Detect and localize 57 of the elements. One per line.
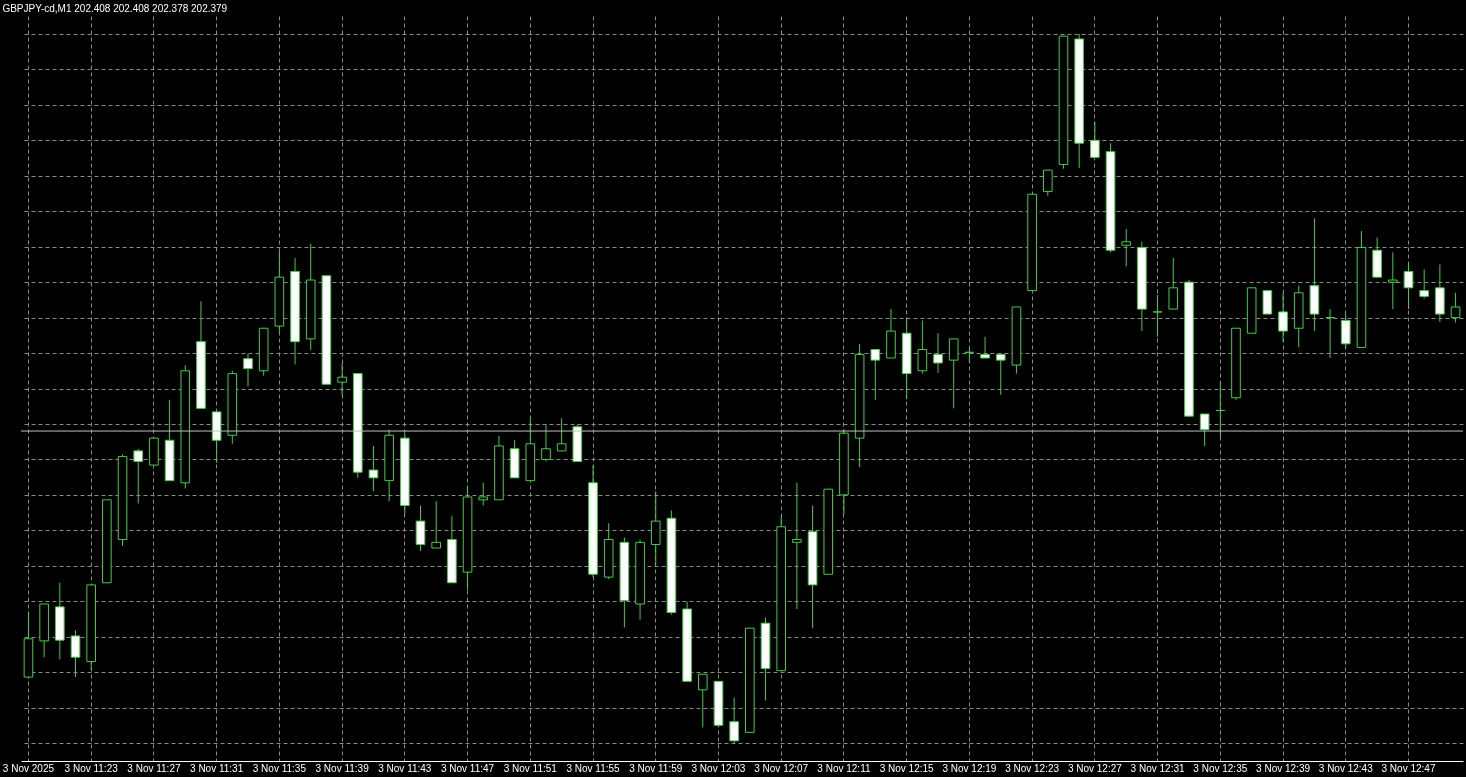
candlestick [650, 490, 661, 566]
candlestick [917, 319, 928, 375]
x-tick-label: 3 Nov 12:23 [1005, 762, 1060, 774]
x-tick-label: 3 Nov 11:27 [127, 762, 181, 774]
x-tick-label: 3 Nov 12:31 [1130, 762, 1185, 774]
candlestick [1450, 292, 1461, 324]
candlestick [1419, 268, 1429, 299]
x-tick-label: 3 Nov 11:47 [440, 762, 495, 774]
x-tick-label: 3 Nov 11:51 [503, 762, 558, 774]
candlestick [1152, 294, 1163, 338]
x-tick-label: 3 Nov 11:31 [190, 762, 244, 774]
candlestick [70, 629, 81, 678]
chart-title: GBPJPY-cd,M1 202.408 202.408 202.378 202.379 [2, 3, 228, 14]
x-tick-label: 3 Nov 12:03 [691, 762, 746, 774]
candlestick [243, 353, 253, 387]
x-tick-label: 3 Nov 12:11 [817, 762, 871, 774]
x-tick-label: 3 Nov 12:35 [1193, 762, 1248, 774]
candlestick [541, 424, 551, 463]
candlestick [948, 338, 959, 409]
x-tick-label: 3 Nov 12:15 [879, 762, 935, 774]
x-tick-label: 3 Nov 11:59 [629, 762, 683, 774]
x-tick-label: 3 Nov 11:43 [378, 762, 432, 774]
candlestick [1278, 292, 1288, 343]
candlestick [1090, 121, 1100, 158]
candlestick [980, 336, 990, 359]
candlestick [870, 349, 881, 401]
x-tick-label: 3 Nov 12:43 [1318, 762, 1374, 774]
x-tick-label: 3 Nov 12:47 [1381, 762, 1436, 774]
candlestick [1199, 413, 1210, 447]
candlestick [1403, 262, 1414, 310]
candlestick [556, 417, 567, 452]
x-tick-label: 3 Nov 12:19 [942, 762, 997, 774]
candlestick [1168, 257, 1179, 310]
x-tick-label: 3 Nov 12:07 [754, 762, 809, 774]
x-tick-label: 3 Nov 11:35 [252, 762, 307, 774]
x-tick-label: 3 Nov 2025 [2, 762, 55, 774]
candlestick [415, 504, 426, 552]
candlestick [995, 353, 1006, 396]
candlestick [133, 448, 144, 504]
candlestick [933, 332, 943, 374]
candlestick [1262, 290, 1273, 315]
candlestick [697, 673, 708, 728]
candlestick [1121, 228, 1132, 268]
candlestick [431, 500, 442, 549]
x-tick-label: 3 Nov 11:55 [566, 762, 621, 774]
candlestick [337, 362, 347, 397]
candlestick [1340, 313, 1351, 349]
x-tick-label: 3 Nov 11:39 [315, 762, 370, 774]
x-tick-label: 3 Nov 12:39 [1256, 762, 1311, 774]
candlestick [792, 482, 802, 610]
candlestick [1388, 251, 1398, 310]
candlestick [478, 482, 489, 506]
candlestick [368, 445, 379, 492]
candlestick [1042, 169, 1053, 197]
candlestick [729, 697, 739, 744]
x-tick-label: 3 Nov 12:27 [1067, 762, 1123, 774]
x-tick-label: 3 Nov 11:23 [64, 762, 119, 774]
